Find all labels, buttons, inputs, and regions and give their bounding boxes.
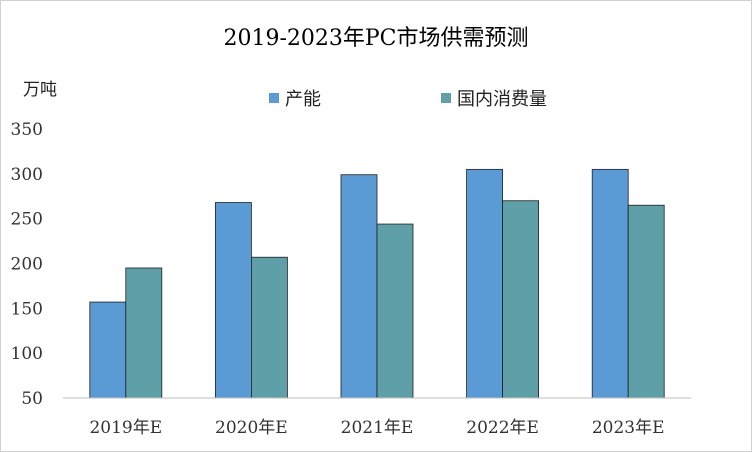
- x-tick-label: 2021年E: [341, 418, 414, 438]
- x-tick-label: 2023年E: [592, 418, 665, 438]
- bar-consumption: [627, 204, 665, 399]
- bar-capacity: [214, 202, 252, 399]
- y-tick-label: 100: [11, 344, 43, 364]
- x-axis-ticks: 2019年E 2020年E 2021年E 2022年E 2023年E: [89, 418, 664, 438]
- chart-title: 2019-2023年PC市场供需预测: [223, 26, 528, 51]
- y-tick-label: 300: [11, 165, 43, 185]
- bars: [89, 168, 665, 399]
- y-tick-label: 250: [11, 210, 43, 230]
- legend-label: 国内消费量: [457, 89, 547, 110]
- legend-swatch: [441, 93, 451, 103]
- y-axis-unit-label: 万吨: [23, 80, 57, 100]
- legend-label: 产能: [285, 89, 321, 110]
- x-tick-label: 2020年E: [215, 418, 288, 438]
- bar-consumption: [125, 267, 163, 399]
- y-axis-ticks: 50 100 150 200 250 300 350: [11, 120, 43, 409]
- bar-capacity: [591, 168, 629, 399]
- bar-consumption: [250, 256, 288, 399]
- bar-capacity: [466, 168, 504, 399]
- bar-consumption: [376, 223, 414, 399]
- y-tick-label: 50: [21, 389, 43, 409]
- bar-capacity: [340, 174, 378, 399]
- bar-capacity: [89, 301, 127, 399]
- y-tick-label: 150: [11, 299, 43, 319]
- y-tick-label: 200: [11, 255, 43, 275]
- x-tick-label: 2022年E: [466, 418, 539, 438]
- x-tick-label: 2019年E: [89, 418, 162, 438]
- bar-consumption: [502, 200, 540, 399]
- legend: 产能 国内消费量: [269, 89, 547, 110]
- legend-swatch: [269, 93, 279, 103]
- y-tick-label: 350: [11, 120, 43, 140]
